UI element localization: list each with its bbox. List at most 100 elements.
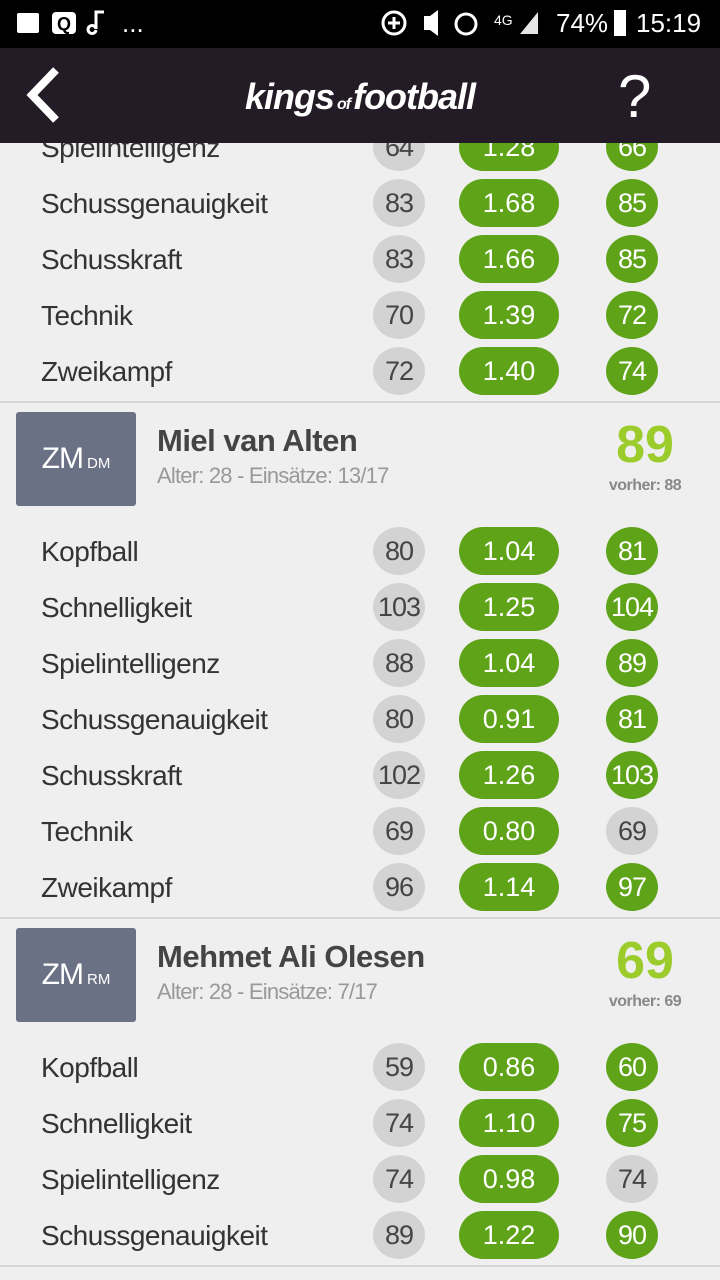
player-info: Alter: 28 - Einsätze: 13/17 — [157, 463, 389, 488]
title-of: of — [336, 96, 351, 113]
attribute-row: Schussgenauigkeit 80 0.91 81 — [0, 691, 720, 747]
attribute-label: Schusskraft — [41, 760, 182, 791]
attribute-row: Zweikampf 96 1.14 97 — [0, 859, 720, 915]
help-button[interactable]: ? — [618, 63, 652, 130]
status-icons-right — [381, 10, 538, 36]
content: Spielintelligenz 64 1.28 66 Schussgenauigkei… — [0, 143, 720, 1280]
factor: 1.39 — [459, 291, 559, 339]
back-button[interactable] — [20, 48, 80, 143]
previous-rating: vorher: 88 — [608, 477, 682, 494]
factor: 0.91 — [459, 695, 559, 743]
old-value: 83 — [373, 235, 425, 283]
app-header: kings offootball ? — [0, 48, 720, 143]
old-value: 72 — [373, 347, 425, 395]
factor: 1.66 — [459, 235, 559, 283]
attribute-label: Spielintelligenz — [41, 648, 220, 679]
new-value: 81 — [606, 695, 658, 743]
new-value: 89 — [606, 639, 658, 687]
new-value: 85 — [606, 179, 658, 227]
new-value: 103 — [606, 751, 658, 799]
player-name: Mehmet Ali Olesen — [157, 939, 425, 974]
attribute-row: Schusskraft 102 1.26 103 — [0, 747, 720, 803]
factor: 1.26 — [459, 751, 559, 799]
attribute-label: Spielintelligenz — [41, 1164, 220, 1195]
new-value: 90 — [606, 1211, 658, 1259]
position-badge: ZM DM — [16, 412, 136, 506]
attribute-label: Schusskraft — [41, 244, 182, 275]
new-value: 81 — [606, 527, 658, 575]
player-header[interactable]: ZM DM Miel van Alten Alter: 28 - Einsätze: … — [0, 403, 720, 523]
factor: 1.25 — [459, 583, 559, 631]
position: ZM — [41, 958, 84, 991]
position: ZM — [41, 442, 84, 475]
new-value: 69 — [606, 807, 658, 855]
attribute-row: Kopfball 59 0.86 60 — [0, 1039, 720, 1095]
new-value: 74 — [606, 1155, 658, 1203]
old-value: 83 — [373, 179, 425, 227]
secondary-position: RM — [87, 970, 111, 988]
attribute-label: Zweikampf — [41, 356, 172, 387]
list: Spielintelligenz 64 1.28 66 Schussgenauigkei… — [0, 143, 720, 1267]
old-value: 102 — [373, 751, 425, 799]
status-icons-left: Q — [17, 10, 104, 35]
factor: 0.98 — [459, 1155, 559, 1203]
position-badge: ZM RM — [16, 928, 136, 1022]
new-value: 72 — [606, 291, 658, 339]
battery-icon — [614, 10, 626, 36]
attribute-label: Technik — [41, 300, 133, 331]
attribute-row: Spielintelligenz 88 1.04 89 — [0, 635, 720, 691]
old-value: 69 — [373, 807, 425, 855]
battery: 74% — [556, 8, 609, 38]
attribute-label: Spielintelligenz — [41, 143, 220, 163]
old-value: 74 — [373, 1155, 425, 1203]
old-value: 88 — [373, 639, 425, 687]
new-value: 66 — [606, 143, 658, 171]
attribute-row: Zweikampf 72 1.40 74 — [0, 343, 720, 399]
old-value: 96 — [373, 863, 425, 911]
previous-rating: vorher: 69 — [608, 993, 682, 1010]
player-header[interactable]: ZM RM Mehmet Ali Olesen Alter: 28 - Einsätz… — [0, 919, 720, 1039]
status-bar: Q ... 4G 74% 15:19 — [0, 0, 720, 48]
attribute-row: Technik 70 1.39 72 — [0, 287, 720, 343]
old-value: 59 — [373, 1043, 425, 1091]
new-value: 97 — [606, 863, 658, 911]
attribute-row: Schusskraft 83 1.66 85 — [0, 231, 720, 287]
attribute-label: Schnelligkeit — [41, 1108, 192, 1139]
attribute-label: Schussgenauigkeit — [41, 1220, 268, 1251]
factor: 1.22 — [459, 1211, 559, 1259]
player-name: Miel van Alten — [157, 423, 358, 458]
player-info: Alter: 28 - Einsätze: 7/17 — [157, 979, 378, 1004]
attribute-row: Schussgenauigkeit 83 1.68 85 — [0, 175, 720, 231]
title-football: football — [353, 76, 476, 117]
old-value: 74 — [373, 1099, 425, 1147]
new-value: 60 — [606, 1043, 658, 1091]
title-kings: kings — [244, 76, 335, 117]
old-value: 80 — [373, 695, 425, 743]
more: ... — [122, 8, 144, 38]
player-section: ZM RM Mehmet Ali Olesen Alter: 28 - Einsätz… — [0, 919, 720, 1267]
attribute-row: Kopfball 80 1.04 81 — [0, 523, 720, 579]
old-value: 70 — [373, 291, 425, 339]
rating: 89 — [616, 416, 674, 474]
player-section: ZM DM Miel van Alten Alter: 28 - Einsätze: … — [0, 403, 720, 919]
factor: 1.10 — [459, 1099, 559, 1147]
attribute-label: Schussgenauigkeit — [41, 704, 268, 735]
old-value: 89 — [373, 1211, 425, 1259]
attribute-row: Schnelligkeit 74 1.10 75 — [0, 1095, 720, 1151]
secondary-position: DM — [87, 454, 111, 472]
svg-text:Q: Q — [57, 14, 71, 34]
attribute-row: Technik 69 0.80 69 — [0, 803, 720, 859]
factor: 1.68 — [459, 179, 559, 227]
old-value: 64 — [373, 143, 425, 171]
factor: 1.28 — [459, 143, 559, 171]
attribute-label: Kopfball — [41, 536, 139, 567]
new-value: 74 — [606, 347, 658, 395]
attribute-row: Schnelligkeit 103 1.25 104 — [0, 579, 720, 635]
factor: 0.86 — [459, 1043, 559, 1091]
attribute-row: Spielintelligenz 74 0.98 74 — [0, 1151, 720, 1207]
factor: 1.40 — [459, 347, 559, 395]
old-value: 80 — [373, 527, 425, 575]
player-section: Spielintelligenz 64 1.28 66 Schussgenauigkei… — [0, 143, 720, 403]
old-value: 103 — [373, 583, 425, 631]
